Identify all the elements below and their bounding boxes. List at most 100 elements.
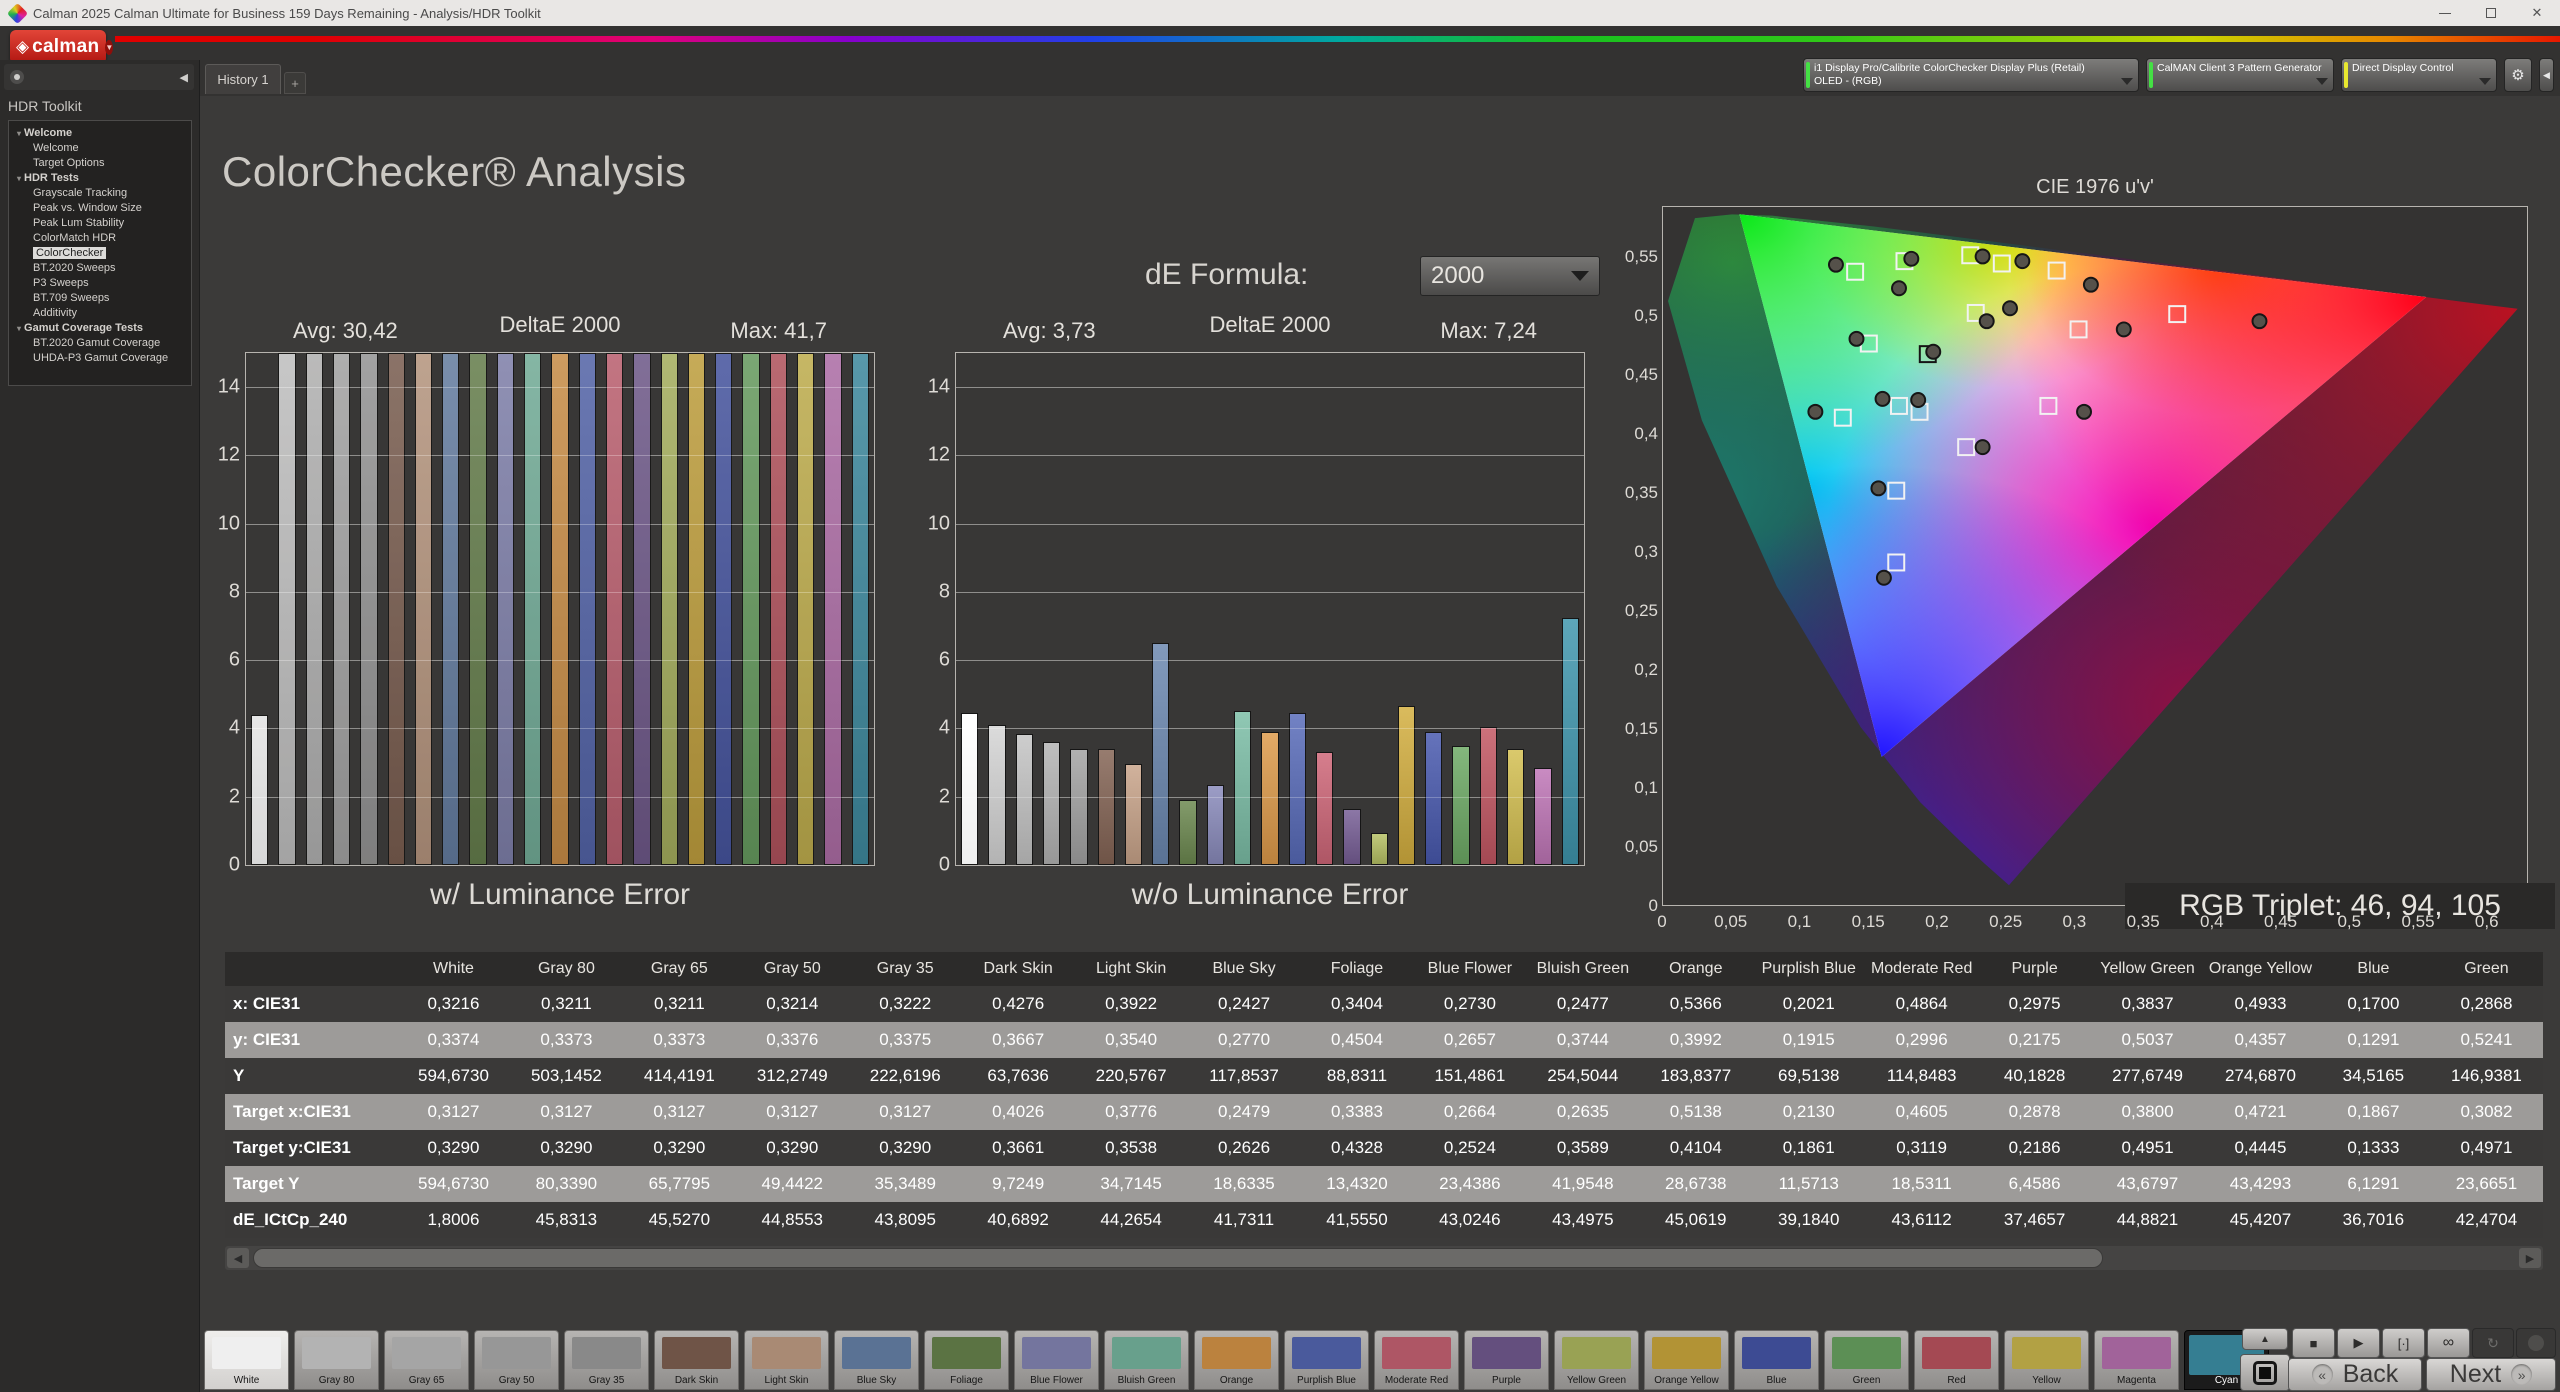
measured-point	[1974, 439, 1991, 456]
swatch-gray-50[interactable]: Gray 50	[474, 1330, 559, 1390]
swatch-gray-65[interactable]: Gray 65	[384, 1330, 469, 1390]
table-cell: 42,4704	[2455, 1210, 2518, 1229]
table-cell: 0,1291	[2347, 1030, 2400, 1049]
table-cell: 0,3373	[540, 1030, 593, 1049]
tab-history-1[interactable]: History 1	[205, 64, 281, 94]
tree-item-grayscale-tracking[interactable]: Grayscale Tracking	[33, 187, 128, 199]
expander-icon[interactable]: ▾	[17, 174, 22, 183]
expander-icon[interactable]: ▾	[17, 324, 22, 333]
tree-item-colorchecker[interactable]: ColorChecker	[11, 246, 189, 261]
table-cell: 0,4026	[992, 1102, 1045, 1121]
table-row: Target Y 594,6730 80,3390 65,7795 49,4422 35,…	[225, 1166, 2543, 1202]
swatch-purplish-blue[interactable]: Purplish Blue	[1284, 1330, 1369, 1390]
app-icon	[6, 2, 29, 24]
tree-item-peak-lum-stability[interactable]: Peak Lum Stability	[33, 217, 125, 229]
table-cell: 35,3489	[874, 1174, 936, 1193]
tree-item-bt-2020-sweeps[interactable]: BT.2020 Sweeps	[33, 262, 116, 274]
swatch-blue-sky[interactable]: Blue Sky	[834, 1330, 919, 1390]
swatch-red[interactable]: Red	[1914, 1330, 1999, 1390]
table-cell: 0,3538	[1105, 1138, 1158, 1157]
tree-item-welcome[interactable]: ▾ Welcome	[17, 127, 73, 139]
refresh-button[interactable]: ↻	[2472, 1328, 2514, 1358]
swatch-yellow-green[interactable]: Yellow Green	[1554, 1330, 1639, 1390]
chevron-right-icon: »	[2511, 1364, 2533, 1385]
swatch-gray-35[interactable]: Gray 35	[564, 1330, 649, 1390]
rgb-triplet-readout: RGB Triplet: 46, 94, 105	[2125, 883, 2555, 929]
swatch-magenta[interactable]: Magenta	[2094, 1330, 2179, 1390]
measured-point	[2014, 253, 2031, 270]
swatch-blue-flower[interactable]: Blue Flower	[1014, 1330, 1099, 1390]
swatch-blue[interactable]: Blue	[1734, 1330, 1819, 1390]
play-button[interactable]: ▶	[2337, 1328, 2380, 1358]
table-cell: 0,4328	[1330, 1138, 1383, 1157]
table-cell: 0,2186	[2008, 1138, 2061, 1157]
tree-item-gamut-coverage-tests[interactable]: ▾ Gamut Coverage Tests	[17, 322, 144, 334]
scrollbar-thumb[interactable]	[253, 1248, 2103, 1268]
next-button[interactable]: Next »	[2426, 1358, 2556, 1391]
tree-item-bt-2020-gamut-coverage[interactable]: BT.2020 Gamut Coverage	[33, 337, 161, 349]
expander-icon[interactable]: ▾	[17, 129, 22, 138]
calman-logo-button[interactable]: ◈ calman ▼	[10, 30, 114, 64]
maximize-button[interactable]	[2468, 0, 2514, 26]
table-scrollbar[interactable]: ◀ ▶	[225, 1246, 2543, 1270]
stop-button[interactable]: ■	[2292, 1328, 2335, 1358]
swatch-green[interactable]: Green	[1824, 1330, 1909, 1390]
target-square	[1890, 396, 1908, 415]
settings-gear-button[interactable]: ⚙	[2504, 58, 2532, 92]
swatch-orange[interactable]: Orange	[1194, 1330, 1279, 1390]
swatch-purple[interactable]: Purple	[1464, 1330, 1549, 1390]
logo-dropdown-icon[interactable]: ▼	[105, 39, 114, 55]
swatch-dark-skin[interactable]: Dark Skin	[654, 1330, 739, 1390]
tree-item-target-options[interactable]: Target Options	[33, 157, 105, 169]
swatch-white[interactable]: White	[204, 1330, 289, 1390]
tree-item-bt-709-sweeps[interactable]: BT.709 Sweeps	[33, 292, 110, 304]
table-cell: 40,1828	[2003, 1066, 2066, 1085]
measured-point	[2082, 276, 2099, 293]
collapse-panel-button[interactable]: ◀	[2539, 58, 2554, 92]
de-formula-select[interactable]: 2000	[1420, 256, 1600, 296]
minimize-button[interactable]	[2422, 0, 2468, 26]
scroll-left-button[interactable]: ◀	[227, 1248, 249, 1268]
pattern-window-button[interactable]	[2240, 1354, 2290, 1391]
table-cell: 44,8553	[761, 1210, 823, 1229]
swatch-bluish-green[interactable]: Bluish Green	[1104, 1330, 1189, 1390]
swatch-light-skin[interactable]: Light Skin	[744, 1330, 829, 1390]
table-cell: 0,3216	[427, 994, 480, 1013]
back-button[interactable]: « Back	[2288, 1358, 2422, 1391]
add-tab-button[interactable]: +	[284, 72, 306, 94]
x-tick-label: 0,6	[2474, 912, 2499, 931]
close-button[interactable]: ✕	[2531, 5, 2543, 20]
tree-item-hdr-tests[interactable]: ▾ HDR Tests	[17, 172, 79, 184]
continuous-measure-button[interactable]: ∞	[2427, 1328, 2470, 1358]
target-square	[2047, 261, 2066, 280]
table-cell: 39,1840	[1777, 1210, 1840, 1229]
meter-status-light	[1806, 62, 1810, 88]
swatch-label: Orange Yellow	[1654, 1375, 1719, 1386]
meter-selector[interactable]: i1 Display Pro/Calibrite ColorChecker Di…	[1803, 58, 2139, 92]
display-selector[interactable]: Direct Display Control	[2341, 58, 2497, 92]
tree-item-peak-vs-window-size[interactable]: Peak vs. Window Size	[33, 202, 142, 214]
table-cell: 0,4605	[1895, 1102, 1948, 1121]
panel-up-button[interactable]: ▲	[2242, 1328, 2288, 1350]
source-selector[interactable]: CalMAN Client 3 Pattern Generator	[2146, 58, 2334, 92]
tree-item-p3-sweeps[interactable]: P3 Sweeps	[33, 277, 89, 289]
measured-point	[1910, 392, 1927, 409]
row-label: x: CIE31	[233, 994, 301, 1013]
sidebar-title: HDR Toolkit	[8, 98, 82, 114]
tree-item-uhda-p3-gamut-coverage[interactable]: UHDA-P3 Gamut Coverage	[33, 352, 169, 364]
inactive-button[interactable]	[2516, 1328, 2556, 1358]
swatch-yellow[interactable]: Yellow	[2004, 1330, 2089, 1390]
scroll-right-button[interactable]: ▶	[2519, 1248, 2541, 1268]
single-measure-button[interactable]: [·]	[2382, 1328, 2425, 1358]
swatch-foliage[interactable]: Foliage	[924, 1330, 1009, 1390]
tree-item-welcome[interactable]: Welcome	[33, 142, 79, 154]
tree-item-additivity[interactable]: Additivity	[33, 307, 78, 319]
swatch-moderate-red[interactable]: Moderate Red	[1374, 1330, 1459, 1390]
tree-item-colormatch-hdr[interactable]: ColorMatch HDR	[33, 232, 117, 244]
table-cell: 0,3222	[879, 994, 932, 1013]
swatch-orange-yellow[interactable]: Orange Yellow	[1644, 1330, 1729, 1390]
record-dot-icon[interactable]	[10, 70, 24, 84]
sidebar-collapse-icon[interactable]: ◀	[179, 71, 188, 84]
swatch-gray-80[interactable]: Gray 80	[294, 1330, 379, 1390]
